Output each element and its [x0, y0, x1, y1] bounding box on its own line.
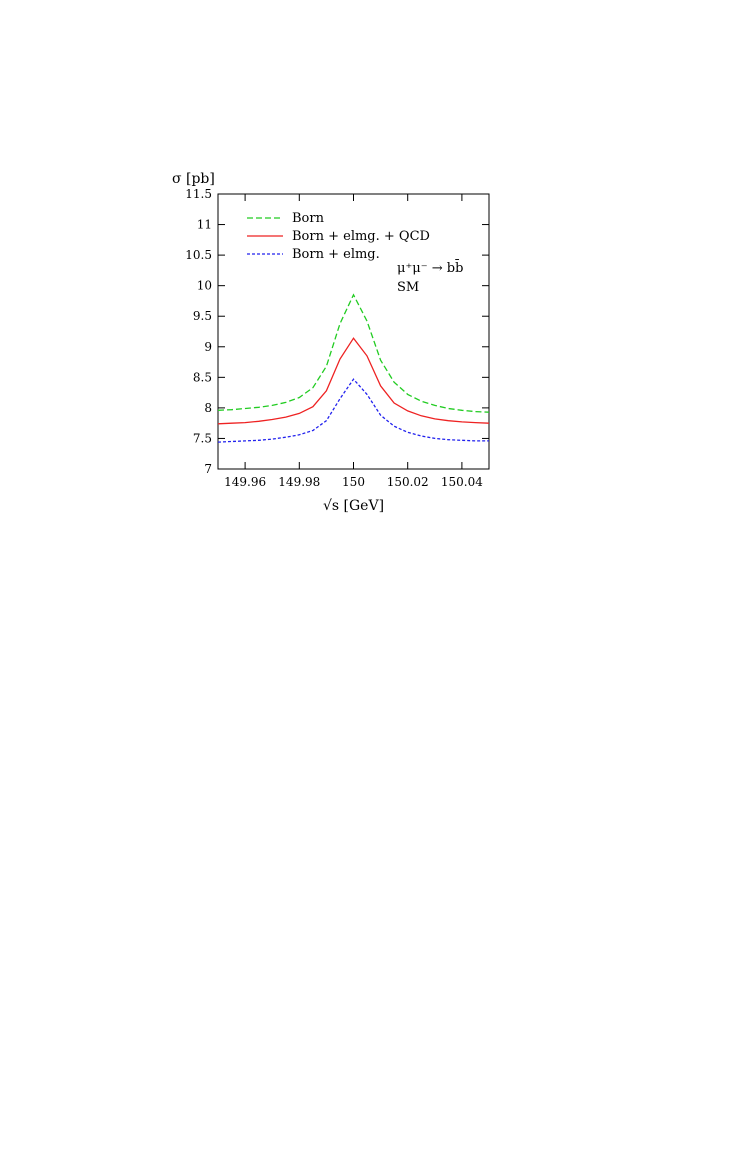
- legend-label-0: Born: [292, 211, 325, 226]
- x-tick-label: 149.98: [278, 475, 320, 489]
- y-tick-label: 7.5: [193, 431, 212, 445]
- ticks: 149.96 149.98 150 150.02 150.04 7 7.5 8 8.5 9 9.5 1…: [185, 187, 489, 489]
- x-tick-label: 150: [342, 475, 365, 489]
- y-tick-label: 9.5: [193, 309, 212, 323]
- model-annotation: SM: [397, 280, 419, 295]
- y-axis-label: σ [pb]: [172, 171, 215, 187]
- y-tick-label: 11.5: [185, 187, 212, 201]
- legend-label-1: Born + elmg. + QCD: [292, 229, 430, 244]
- series-line-0: [217, 293, 490, 413]
- process-annotation: μ⁺μ⁻ → bb̄: [397, 259, 463, 276]
- x-tick-label: 150.02: [387, 475, 429, 489]
- y-tick-label: 11: [197, 218, 212, 232]
- x-axis-label: √s [GeV]: [323, 498, 384, 514]
- x-tick-label: 150.04: [441, 475, 483, 489]
- y-tick-label: 10.5: [185, 248, 212, 262]
- y-tick-label: 8: [204, 401, 212, 415]
- series-line-1: [217, 337, 490, 425]
- legend-label-2: Born + elmg.: [292, 247, 380, 262]
- y-tick-label: 7: [204, 462, 212, 476]
- y-tick-label: 8.5: [193, 370, 212, 384]
- series-line-2: [217, 378, 489, 443]
- y-tick-label: 9: [204, 340, 212, 354]
- y-tick-label: 10: [197, 279, 212, 293]
- series-layer: [217, 293, 490, 443]
- legend: Born Born + elmg. + QCD Born + elmg.: [247, 211, 430, 262]
- x-tick-label: 149.96: [224, 475, 266, 489]
